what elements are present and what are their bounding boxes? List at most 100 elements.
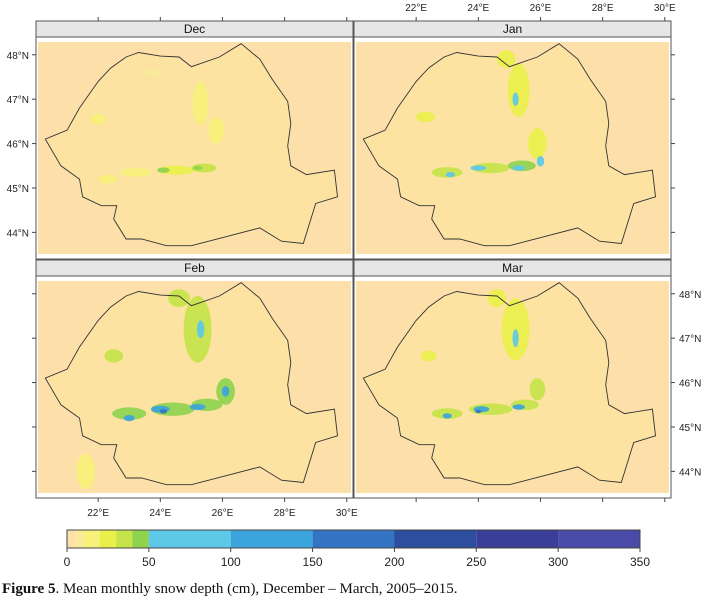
panel-title-jan: Jan — [503, 22, 522, 36]
snow-patch — [431, 167, 463, 178]
snow-patch — [120, 168, 151, 177]
romania-border-jan — [362, 43, 656, 247]
panel-feb: Feb — [32, 259, 354, 502]
panel-title-mar: Mar — [502, 261, 523, 275]
snow-patch — [536, 156, 545, 167]
colorbar-tick-label: 50 — [142, 555, 156, 569]
figure-caption-label: Figure 5 — [2, 581, 56, 597]
romania-border-feb — [44, 282, 338, 486]
snow-patch — [512, 92, 519, 106]
colorbar-tick-label: 100 — [221, 555, 241, 569]
colorbar-tick-label: 200 — [384, 555, 404, 569]
figure-caption-text: . Mean monthly snow depth (cm), December… — [55, 581, 458, 597]
colorbar-swatch — [83, 530, 100, 548]
snow-patch — [528, 128, 547, 160]
x-tick-label-bottom: 24°E — [149, 508, 171, 519]
snow-patch — [420, 350, 437, 362]
x-tick-label-top: 30°E — [654, 3, 676, 14]
x-tick-label-bottom: 26°E — [212, 508, 234, 519]
snow-patch — [416, 111, 435, 123]
strip-feb — [35, 259, 354, 277]
x-tick-label-top: 22°E — [405, 3, 427, 14]
panel-jan: Jan — [353, 17, 675, 260]
snow-patch — [472, 162, 510, 174]
colorbar-swatch — [558, 530, 640, 548]
snow-patch — [197, 320, 205, 339]
colorbar-tick-label: 350 — [630, 555, 650, 569]
snow-patch — [76, 453, 95, 490]
snow-patch — [192, 165, 203, 171]
y-tick-label-right: 45°N — [679, 423, 701, 434]
y-tick-label-left: 48°N — [7, 51, 29, 62]
strip-dec — [35, 20, 354, 38]
snow-patch — [98, 174, 117, 184]
panel-dec: Dec — [32, 17, 354, 260]
snow-patch — [144, 68, 164, 77]
y-tick-label-left: 46°N — [7, 140, 29, 151]
snow-patch — [208, 116, 225, 144]
snow-patch — [442, 413, 452, 419]
snow-patch — [512, 329, 519, 348]
snow-patch — [512, 404, 525, 410]
x-tick-label-top: 28°E — [592, 3, 614, 14]
snow-patch — [475, 409, 482, 414]
y-tick-label-left: 45°N — [7, 184, 29, 195]
colorbar-swatch — [476, 530, 559, 548]
panel-title-dec: Dec — [184, 22, 205, 36]
colorbar-swatch — [132, 530, 149, 548]
colorbar-frame — [66, 529, 641, 549]
romania-border-mar — [362, 282, 656, 486]
colorbar-swatch — [116, 530, 133, 548]
snow-patch — [159, 409, 168, 414]
snow-patch — [157, 167, 170, 173]
snow-patch — [112, 407, 147, 420]
y-tick-label-left: 47°N — [7, 95, 29, 106]
x-tick-label-bottom: 28°E — [274, 508, 296, 519]
colorbar-swatch — [312, 530, 395, 548]
snow-patch — [470, 165, 487, 171]
romania-border-dec — [44, 43, 338, 247]
colorbar-tick-label: 250 — [466, 555, 486, 569]
colorbar-swatch — [394, 530, 477, 548]
x-tick-label-bottom: 30°E — [336, 508, 358, 519]
snow-patch — [512, 165, 525, 171]
snow-patch — [192, 81, 209, 126]
y-tick-label-right: 48°N — [679, 290, 701, 301]
y-tick-label-right: 46°N — [679, 379, 701, 390]
colorbar-swatch — [67, 530, 76, 548]
snow-patch — [507, 63, 530, 117]
colorbar-tick-label: 0 — [64, 555, 71, 569]
snow-patch — [90, 113, 106, 125]
romania-fill-mar — [363, 282, 656, 485]
snow-patch — [104, 349, 123, 363]
snow-patch — [123, 415, 135, 422]
romania-fill-jan — [363, 43, 656, 246]
snow-patch — [501, 298, 530, 361]
snow-patch — [445, 171, 455, 178]
x-tick-label-top: 24°E — [467, 3, 489, 14]
y-tick-label-right: 47°N — [679, 334, 701, 345]
panel-mar: Mar — [353, 259, 675, 502]
colorbar-tick-label: 300 — [548, 555, 568, 569]
snow-patch — [189, 403, 206, 411]
strip-jan — [353, 20, 672, 38]
y-tick-label-right: 44°N — [679, 467, 701, 478]
romania-fill-dec — [45, 43, 338, 246]
colorbar-swatch — [148, 530, 231, 548]
snow-patch — [168, 289, 190, 308]
colorbar-swatch — [99, 530, 117, 548]
romania-fill-feb — [45, 282, 338, 485]
snow-patch — [487, 289, 507, 308]
y-tick-label-left: 44°N — [7, 228, 29, 239]
colorbar-swatch — [75, 530, 84, 548]
panel-title-feb: Feb — [184, 261, 205, 275]
x-tick-label-top: 26°E — [530, 3, 552, 14]
colorbar-swatch — [230, 530, 313, 548]
figure-caption: Figure 5. Mean monthly snow depth (cm), … — [2, 581, 717, 598]
colorbar: 0 50 100 150 200 250 300 350 — [64, 529, 650, 569]
colorbar-tick-label: 150 — [303, 555, 323, 569]
snow-patch — [497, 50, 516, 69]
snow-patch — [221, 386, 230, 397]
snow-patch — [529, 378, 546, 401]
snow-depth-figure: Dec Jan Feb Mar 22°E 24°E 26°E 28°E 30°E 22°E 24°E… — [7, 3, 702, 569]
